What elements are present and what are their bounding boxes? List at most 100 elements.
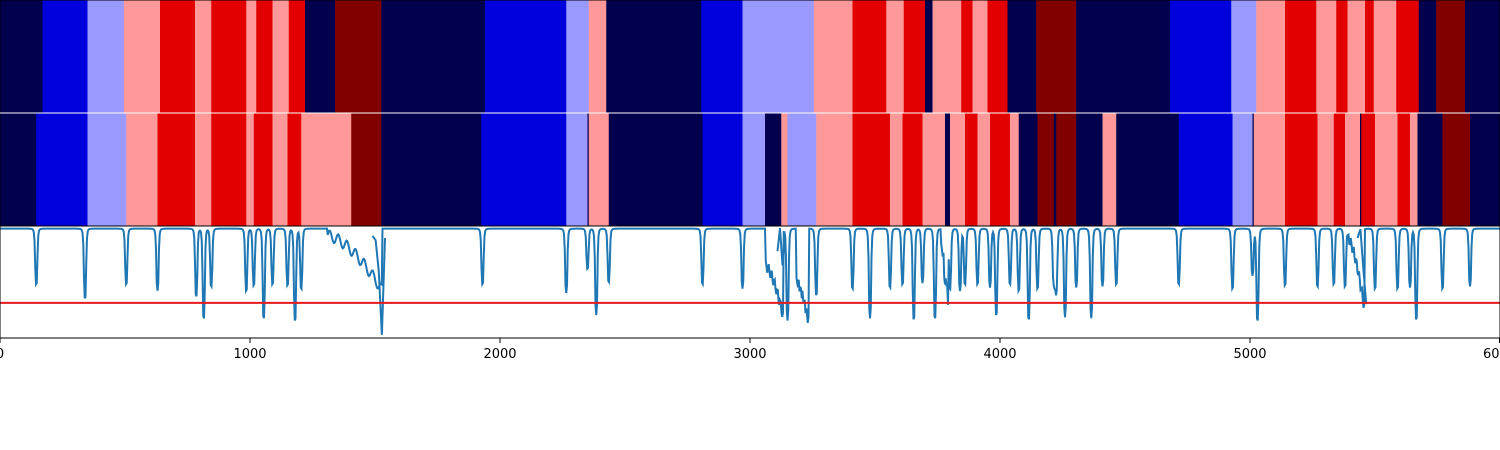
state-segment	[0, 113, 37, 226]
state-segment	[1361, 113, 1376, 226]
state-segment	[852, 0, 887, 113]
state-segment	[1436, 0, 1466, 113]
state-segment	[765, 113, 782, 226]
state-segment	[211, 0, 247, 113]
state-segment	[566, 113, 588, 226]
state-segment	[1102, 113, 1117, 226]
state-segment	[702, 113, 743, 226]
state-segment	[1285, 0, 1317, 113]
state-segment	[87, 113, 127, 226]
state-segment	[1116, 113, 1180, 226]
state-segment	[126, 113, 158, 226]
state-segment	[1178, 113, 1233, 226]
state-segment	[781, 113, 788, 226]
state-segment	[742, 113, 766, 226]
state-segment	[1336, 0, 1348, 113]
state-segment	[945, 113, 951, 226]
state-segment	[608, 113, 703, 226]
state-segment	[1345, 113, 1361, 226]
state-segment	[903, 0, 926, 113]
state-segment	[1410, 113, 1418, 226]
state-segment	[925, 0, 933, 113]
state-segment	[42, 0, 88, 113]
state-segment	[195, 113, 212, 226]
state-segment	[301, 113, 352, 226]
state-segment	[1252, 113, 1255, 226]
state-segment	[36, 113, 88, 226]
state-segment	[961, 0, 973, 113]
state-segment	[485, 0, 567, 113]
state-segment	[1170, 0, 1232, 113]
line-panel-background	[0, 226, 1500, 338]
state-segment	[157, 113, 196, 226]
state-segment	[1256, 0, 1286, 113]
state-segment	[272, 0, 290, 113]
x-tick-label: 2000	[483, 347, 516, 362]
state-segment	[246, 113, 255, 226]
state-segment	[816, 113, 853, 226]
state-segment	[950, 113, 966, 226]
state-segment	[1076, 113, 1103, 226]
line-panel	[0, 226, 1500, 338]
state-segment	[1442, 113, 1471, 226]
state-segment	[977, 113, 991, 226]
x-tick-label: 1000	[233, 347, 266, 362]
state-segment	[890, 113, 903, 226]
x-tick-label: 3000	[733, 347, 766, 362]
x-tick-label: 5000	[1233, 347, 1266, 362]
state-segment	[588, 0, 607, 113]
state-segment	[566, 0, 590, 113]
state-segment	[87, 0, 125, 113]
state-segment	[1347, 0, 1366, 113]
x-tick-label: 6000	[1483, 347, 1500, 362]
state-segment	[587, 113, 590, 226]
state-segment	[972, 0, 988, 113]
state-segment	[787, 113, 817, 226]
state-segment	[1285, 113, 1318, 226]
state-track-top	[0, 0, 1500, 113]
state-segment	[211, 113, 247, 226]
state-segment	[1076, 0, 1171, 113]
state-segment	[256, 0, 273, 113]
state-segment	[1316, 0, 1337, 113]
state-segment	[1396, 0, 1420, 113]
state-segment	[932, 0, 962, 113]
state-segment	[123, 0, 161, 113]
state-segment	[1053, 113, 1057, 226]
state-segment	[965, 113, 978, 226]
state-segment	[253, 113, 273, 226]
state-segment	[1253, 113, 1286, 226]
state-segment	[742, 0, 815, 113]
state-segment	[1373, 0, 1397, 113]
state-segment	[886, 0, 905, 113]
x-tick-label: 4000	[983, 347, 1016, 362]
state-segment	[288, 0, 306, 113]
state-segment	[1360, 113, 1362, 226]
state-segment	[287, 113, 302, 226]
state-segment	[902, 113, 923, 226]
state-segment	[1417, 113, 1443, 226]
state-segment	[1231, 0, 1257, 113]
state-segment	[1010, 113, 1020, 226]
state-segment	[1018, 113, 1038, 226]
state-segment	[852, 113, 891, 226]
state-segment	[272, 113, 288, 226]
state-track-bottom	[0, 113, 1500, 226]
state-segment	[1333, 113, 1346, 226]
state-segment	[990, 113, 1011, 226]
x-tick-label: 0	[0, 347, 4, 362]
state-segment	[1036, 0, 1077, 113]
state-segment	[1317, 113, 1335, 226]
state-segment	[1375, 113, 1398, 226]
state-segment	[987, 0, 1008, 113]
state-segment	[1365, 0, 1375, 113]
state-segment	[1007, 0, 1037, 113]
state-segment	[1465, 0, 1500, 113]
state-segment	[1232, 113, 1253, 226]
state-segment	[195, 0, 212, 113]
state-segment	[813, 0, 853, 113]
state-segment	[701, 0, 743, 113]
state-segment	[1397, 113, 1411, 226]
state-segment	[351, 113, 382, 226]
